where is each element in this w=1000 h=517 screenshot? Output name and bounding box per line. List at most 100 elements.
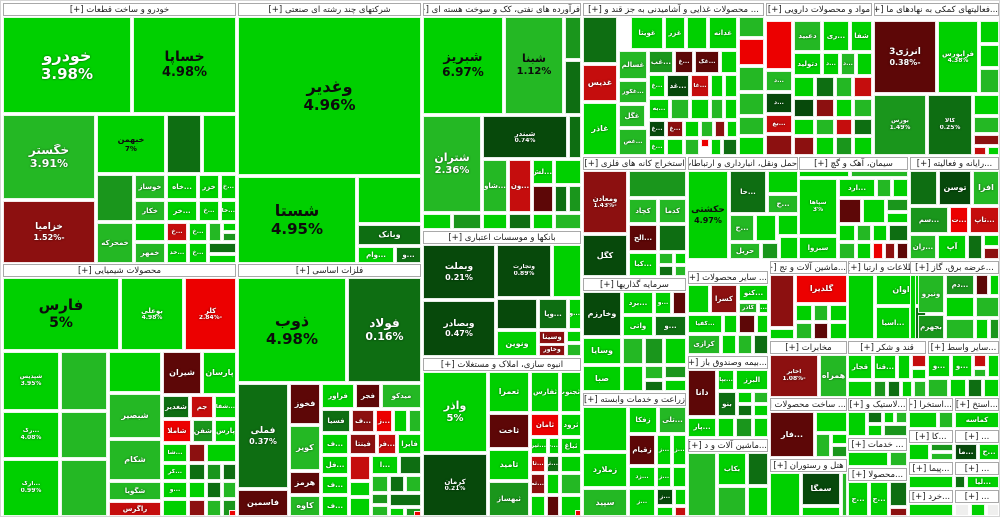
sector-header-food[interactable]: ... محصولات غذایی و آشامیدنی به جز قند و… (583, 3, 764, 16)
stock-tile-...و[interactable]: ...و (163, 482, 187, 498)
stock-tile[interactable] (889, 225, 908, 241)
stock-tile[interactable] (209, 243, 236, 253)
stock-tile-...لیا[interactable]: ...لیا (967, 476, 999, 488)
stock-tile[interactable] (885, 243, 895, 259)
stock-tile-...وام[interactable]: ...وام (358, 247, 394, 263)
stock-tile[interactable] (645, 381, 663, 391)
stock-tile[interactable] (390, 476, 404, 492)
sector-header-chemicals[interactable]: محصولات شیمیایی [+] (3, 264, 236, 277)
stock-tile[interactable] (851, 171, 908, 177)
stock-tile-کلر[interactable]: کلر -2.84% (185, 278, 236, 350)
stock-tile[interactable] (802, 507, 840, 516)
stock-tile[interactable] (561, 456, 581, 472)
stock-tile[interactable] (909, 476, 953, 488)
stock-tile[interactable] (898, 355, 910, 379)
stock-tile-شاملا[interactable]: شاملا (163, 420, 191, 442)
stock-tile[interactable] (984, 235, 999, 246)
sector-header-extract-1[interactable]: ...استخرا [+] (909, 398, 953, 411)
stock-tile[interactable] (839, 243, 855, 259)
stock-tile[interactable] (207, 464, 221, 480)
stock-tile-دانا[interactable]: دانا (688, 370, 716, 416)
stock-tile[interactable] (409, 410, 421, 432)
stock-tile[interactable] (567, 344, 581, 356)
stock-tile[interactable] (223, 223, 236, 231)
stock-tile-زفکا[interactable]: زفکا (629, 407, 657, 433)
stock-tile[interactable] (931, 453, 953, 460)
stock-tile[interactable] (711, 75, 723, 97)
stock-tile[interactable] (988, 355, 999, 377)
stock-tile[interactable] (890, 482, 907, 506)
stock-tile-...شفا[interactable]: ...شفا (215, 396, 236, 418)
stock-tile[interactable] (754, 418, 768, 437)
stock-tile[interactable] (629, 171, 686, 197)
stock-tile[interactable] (877, 179, 891, 197)
stock-tile-غویتا[interactable]: غویتا (631, 17, 663, 49)
stock-tile-بوعلی[interactable]: بوعلی 4.98% (121, 278, 183, 350)
stock-tile[interactable] (863, 199, 885, 223)
stock-tile[interactable] (569, 186, 581, 212)
stock-tile-...فر[interactable]: ...فر (378, 434, 396, 454)
stock-tile[interactable] (832, 446, 847, 457)
stock-tile-...ثم[interactable]: ...ثم (531, 474, 545, 494)
stock-tile-توسن[interactable]: توسن (939, 171, 971, 205)
stock-tile[interactable] (762, 243, 778, 259)
stock-tile[interactable] (739, 137, 764, 155)
stock-tile[interactable] (839, 199, 861, 223)
stock-tile-...ج[interactable]: ...ج (848, 482, 868, 516)
stock-tile[interactable] (887, 199, 908, 211)
stock-tile-...خ[interactable]: ...خ (199, 201, 219, 221)
stock-tile-...و[interactable]: ...و (928, 355, 950, 377)
stock-tile[interactable] (836, 119, 852, 135)
stock-tile-...ف[interactable]: ...ف (352, 410, 374, 432)
stock-tile[interactable] (914, 381, 926, 397)
stock-tile[interactable] (223, 233, 236, 241)
stock-tile-...تاپ[interactable]: ...تاپ (970, 207, 999, 233)
sector-header-khord[interactable]: ...خرد [+] (909, 490, 953, 503)
stock-tile-...فار[interactable]: ...فار (770, 412, 814, 457)
stock-tile-کسرا[interactable]: کسرا (711, 285, 737, 313)
stock-tile-...خر[interactable]: ...خر (167, 201, 197, 221)
stock-tile-کالا[interactable]: کالا 0.25% (928, 95, 972, 155)
sector-header-other-interm[interactable]: ...سایر واسط [+] (928, 341, 999, 354)
stock-tile[interactable] (854, 137, 872, 155)
stock-tile[interactable] (794, 99, 814, 117)
stock-tile[interactable] (778, 215, 798, 235)
stock-tile[interactable] (946, 319, 974, 339)
stock-tile-وسایا[interactable]: وسایا (583, 338, 621, 364)
stock-tile[interactable] (688, 453, 716, 516)
stock-tile[interactable] (569, 116, 581, 158)
stock-tile-اوان[interactable]: اوان (876, 275, 926, 305)
stock-tile[interactable] (768, 171, 798, 193)
stock-tile[interactable] (884, 425, 907, 436)
sector-header-telecom[interactable]: مخابرات [+] (770, 341, 847, 354)
stock-tile[interactable] (990, 275, 999, 295)
sector-header-auto[interactable]: خودرو و ساخت قطعات [+] (3, 3, 236, 16)
stock-tile[interactable] (887, 213, 908, 223)
stock-tile-خساپا[interactable]: خساپا 4.98% (133, 17, 236, 113)
sector-header-rubber[interactable]: ...لاستیک و [+] (848, 398, 907, 411)
stock-tile-...ز[interactable]: ...ز (657, 435, 671, 465)
stock-tile-...ح[interactable]: ...ح (730, 215, 754, 241)
stock-tile-...ا[interactable]: ...ا (372, 456, 398, 474)
stock-tile[interactable] (673, 292, 686, 314)
stock-tile-شیران[interactable]: شیران (163, 352, 201, 394)
stock-tile-...کبا[interactable]: ...کبا (629, 253, 657, 276)
stock-tile[interactable] (209, 255, 236, 263)
stock-tile-بنو[interactable]: بنو (718, 392, 736, 416)
stock-tile[interactable] (229, 510, 236, 516)
stock-tile-ثباغ[interactable]: ثباغ (561, 438, 581, 454)
stock-tile-...و[interactable]: ...و (952, 355, 972, 377)
stock-tile[interactable] (715, 121, 725, 137)
stock-tile[interactable] (372, 506, 388, 516)
stock-tile[interactable] (770, 329, 794, 339)
stock-tile-میدکو[interactable]: میدکو (382, 384, 421, 408)
stock-tile[interactable] (665, 366, 686, 378)
stock-tile[interactable] (980, 45, 999, 67)
stock-tile-خودرو[interactable]: خودرو 3.98% (3, 17, 131, 113)
stock-tile-...لش[interactable]: ...لش (533, 160, 553, 184)
stock-tile-افرا[interactable]: افرا (973, 171, 999, 205)
stock-tile[interactable] (497, 299, 537, 329)
stock-tile-...ف[interactable]: ...ف (322, 434, 348, 454)
stock-tile[interactable] (980, 69, 999, 93)
stock-tile-بجهرم[interactable]: بجهرم (918, 315, 944, 339)
